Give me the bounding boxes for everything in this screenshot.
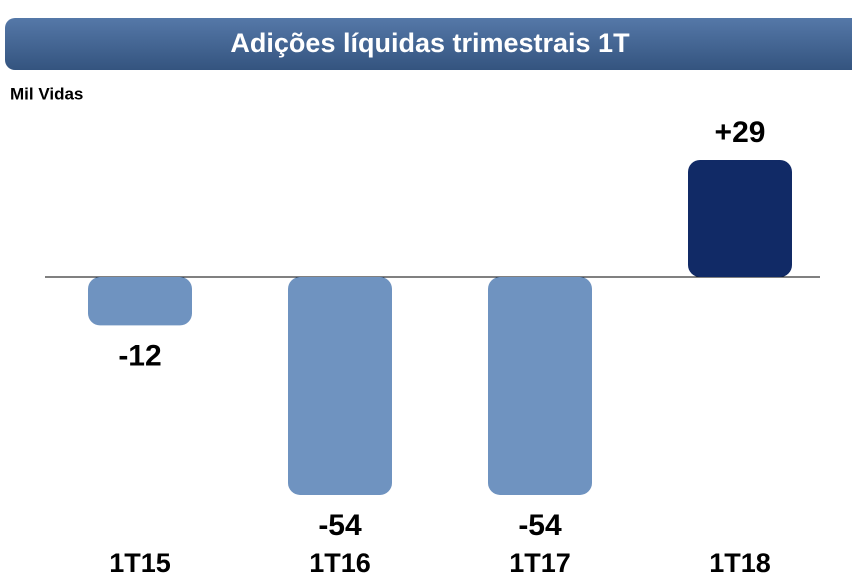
bar [488, 277, 592, 495]
bar [288, 277, 392, 495]
x-tick-label: 1T18 [709, 548, 771, 578]
value-label: -54 [518, 509, 562, 542]
bar [688, 159, 792, 277]
x-tick-label: 1T15 [109, 548, 171, 578]
title-banner [5, 18, 852, 70]
value-label: -54 [318, 509, 362, 542]
bar [88, 277, 192, 326]
value-label: +29 [715, 116, 766, 149]
chart-title: Adições líquidas trimestrais 1T [230, 28, 630, 58]
y-axis-label: Mil Vidas [10, 84, 83, 103]
value-label: -12 [118, 339, 161, 372]
x-tick-label: 1T17 [509, 548, 571, 578]
x-tick-label: 1T16 [309, 548, 371, 578]
